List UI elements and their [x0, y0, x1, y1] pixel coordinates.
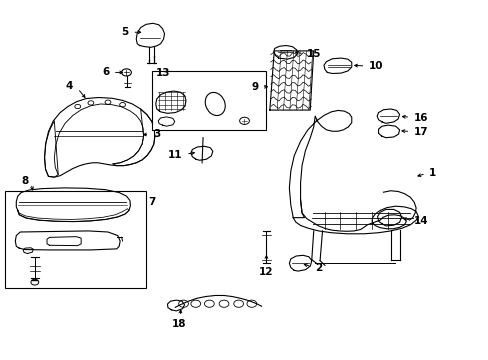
Text: 2: 2 [315, 263, 322, 273]
Text: 6: 6 [102, 67, 110, 77]
Text: 14: 14 [413, 216, 428, 226]
Text: 12: 12 [259, 267, 273, 277]
Text: 5: 5 [122, 27, 129, 37]
Text: 15: 15 [306, 49, 321, 59]
Text: 16: 16 [413, 113, 427, 123]
Ellipse shape [205, 93, 225, 116]
Text: 10: 10 [368, 61, 383, 71]
Text: 13: 13 [156, 68, 170, 78]
Bar [4, 191, 146, 288]
Text: 4: 4 [65, 81, 73, 91]
Text: 18: 18 [171, 319, 185, 329]
Text: 7: 7 [148, 197, 156, 207]
Text: 1: 1 [428, 168, 435, 178]
Bar [152, 71, 266, 130]
Text: 11: 11 [168, 150, 182, 160]
Text: 17: 17 [413, 127, 427, 137]
Text: 3: 3 [153, 129, 160, 139]
Text: 9: 9 [250, 82, 258, 92]
Text: 8: 8 [21, 176, 29, 186]
